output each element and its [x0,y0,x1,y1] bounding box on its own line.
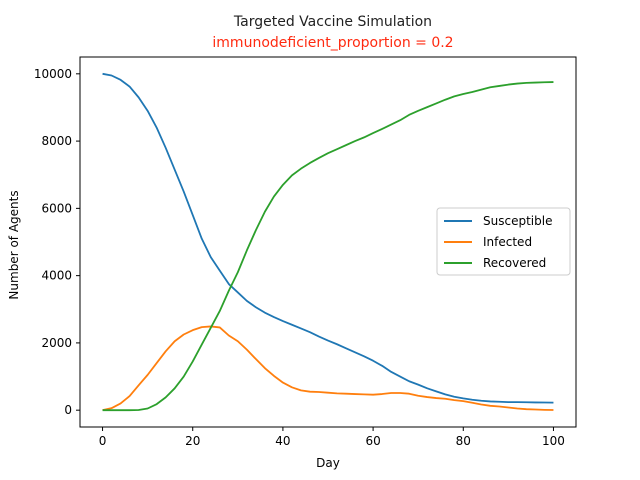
series-line-susceptible [102,72,554,404]
legend-box [436,207,571,276]
legend-label-susceptible: Susceptible [483,214,552,228]
y-tick-label: 2000 [41,336,72,350]
x-tick-label: 20 [185,434,200,448]
x-tick-label: 80 [456,434,471,448]
y-axis-label: Number of Agents [7,190,21,299]
y-tick-label: 4000 [41,269,72,283]
x-tick-label: 60 [365,434,380,448]
y-tick-label: 0 [64,403,72,417]
y-tick-label: 6000 [41,201,72,215]
axes: 0 20 40 60 80 100 0 2000 4000 6000 8000 10000 [34,56,577,448]
legend-label-infected: Infected [483,235,532,249]
axes-frame [79,56,577,428]
x-axis-label: Day [316,456,340,470]
legend: Susceptible Infected Recovered [436,207,571,276]
chart-subtitle: immunodeficient_proportion = 0.2 [212,35,453,51]
series-line-recovered [102,81,554,412]
series-lines [102,72,554,412]
y-tick-label: 10000 [34,67,72,81]
x-tick-label: 100 [542,434,565,448]
legend-label-recovered: Recovered [483,256,546,270]
x-tick-label: 0 [99,434,107,448]
x-tick-label: 40 [275,434,290,448]
series-line-infected [102,325,554,412]
chart-title: Targeted Vaccine Simulation [233,14,432,30]
y-tick-label: 8000 [41,134,72,148]
